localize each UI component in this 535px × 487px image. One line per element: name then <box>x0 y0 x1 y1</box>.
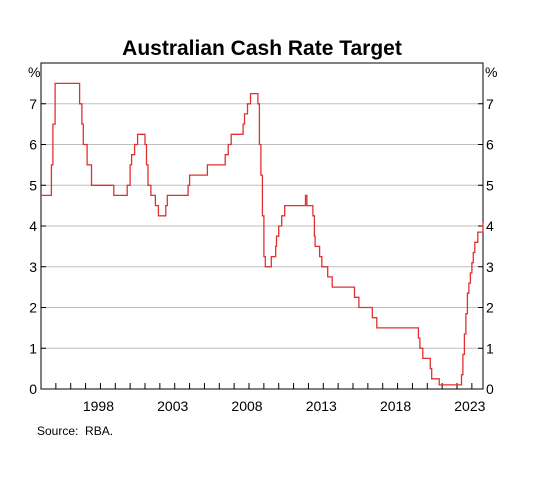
y-tick-label-right-2: 2 <box>486 300 494 316</box>
y-tick-label-left-1: 1 <box>29 340 37 356</box>
grid-lines <box>41 103 483 349</box>
x-tick-label-2008: 2008 <box>231 398 262 414</box>
x-tick-labels: 1998 2003 2008 2013 2018 2023 <box>83 398 486 414</box>
y-tick-label-right-0: 0 <box>486 381 494 397</box>
x-tick-label-2013: 2013 <box>306 398 337 414</box>
y-tick-label-left-4: 4 <box>29 218 37 234</box>
y-tick-label-right-3: 3 <box>486 259 494 275</box>
y-tick-label-right-7: 7 <box>486 96 494 112</box>
x-tick-label-2003: 2003 <box>157 398 188 414</box>
y-tick-label-right-6: 6 <box>486 137 494 153</box>
y-tick-label-right-1: 1 <box>486 340 494 356</box>
chart-title: Australian Cash Rate Target <box>122 37 402 60</box>
x-tick-label-2018: 2018 <box>380 398 411 414</box>
y-axis-unit-left: % <box>28 64 40 80</box>
source-value: RBA. <box>85 424 114 438</box>
tick-marks <box>40 103 483 390</box>
series-line-cash-rate <box>41 82 484 386</box>
y-axis-unit-right: % <box>485 64 497 80</box>
y-tick-label-left-3: 3 <box>29 259 37 275</box>
x-tick-label-2023: 2023 <box>454 398 485 414</box>
source-note: Source: RBA. <box>37 424 113 438</box>
y-tick-label-left-5: 5 <box>29 177 37 193</box>
x-tick-label-1998: 1998 <box>83 398 114 414</box>
y-tick-labels: 0 0 1 1 2 2 3 3 4 4 5 5 6 6 7 7 <box>29 96 494 397</box>
y-tick-label-left-6: 6 <box>29 137 37 153</box>
y-tick-label-left-0: 0 <box>29 381 37 397</box>
y-tick-label-right-4: 4 <box>486 218 494 234</box>
y-tick-label-left-2: 2 <box>29 300 37 316</box>
y-tick-label-right-5: 5 <box>486 177 494 193</box>
y-tick-label-left-7: 7 <box>29 96 37 112</box>
source-label: Source: <box>37 424 79 438</box>
